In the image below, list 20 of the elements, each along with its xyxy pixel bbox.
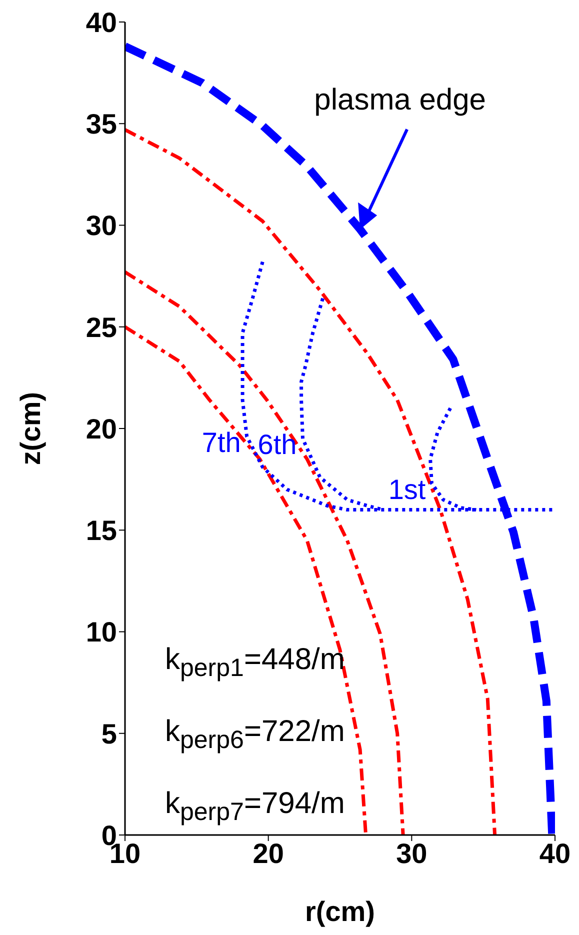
annotation: k$_{perp1}$=448/m <box>165 642 345 684</box>
x-tick-label: 40 <box>539 838 571 869</box>
y-axis-title: z(cm) <box>14 392 46 466</box>
annotation: k$_{perp7}$=794/m <box>165 787 345 826</box>
x-tick-label: 20 <box>252 838 284 869</box>
x-axis-title: r(cm) <box>304 896 376 927</box>
series-label: 6th <box>258 429 297 460</box>
series-label: plasma edge <box>314 83 486 116</box>
y-tick-label: 20 <box>86 413 117 444</box>
annotation: k$_{perp6}$=722/m <box>165 714 345 756</box>
y-tick-label: 5 <box>101 718 117 750</box>
y-tick-label: 40 <box>86 6 117 38</box>
series-label: 7th <box>202 427 241 458</box>
y-tick-label: 30 <box>86 210 117 242</box>
x-tick-label: 30 <box>396 838 428 869</box>
series-label: 1st <box>388 474 426 505</box>
y-tick-label: 35 <box>86 108 117 140</box>
y-tick-label: 10 <box>86 616 117 648</box>
y-tick-label: 15 <box>86 515 117 546</box>
y-tick-label: 25 <box>86 312 117 343</box>
